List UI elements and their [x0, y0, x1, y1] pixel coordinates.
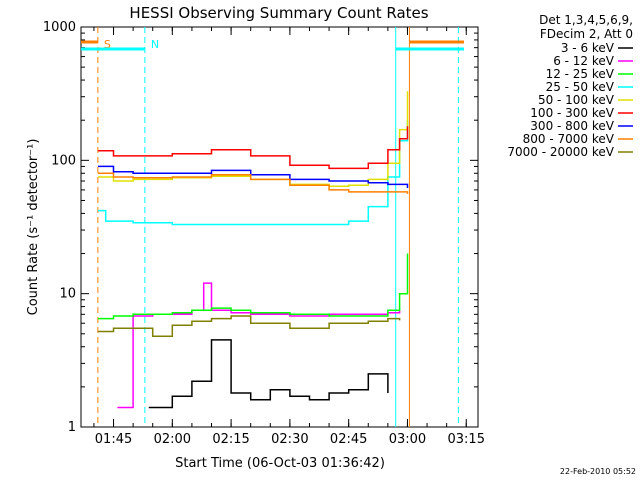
series-layer [97, 91, 409, 409]
x-tick-label: 02:45 [330, 432, 367, 447]
series-line [97, 165, 409, 188]
x-tick-label: 03:15 [448, 432, 485, 447]
x-tick-label: 02:15 [212, 432, 249, 447]
y-tick-label: 10 [59, 287, 76, 302]
y-ticks: 1 10 100 1000 [43, 20, 478, 435]
legend: Det 1,3,4,5,6,9, FDecim 2, Att 0 3 - 6 k… [507, 13, 633, 159]
series-line [97, 315, 401, 337]
legend-entry-label: 3 - 6 keV [561, 41, 615, 55]
series-line [97, 172, 409, 194]
legend-entry-label: 6 - 12 keV [553, 54, 615, 68]
y-tick-label: 1 [68, 420, 76, 435]
x-tick-label: 03:00 [389, 432, 426, 447]
series-line [148, 339, 389, 409]
y-tick-label: 1000 [43, 20, 76, 35]
chart-title: HESSI Observing Summary Count Rates [129, 4, 428, 22]
legend-entry-label: 50 - 100 keV [538, 93, 615, 107]
x-ticks: 01:45 02:00 02:15 02:30 02:45 03:00 03:15 [93, 27, 485, 447]
series-line [97, 91, 409, 187]
x-tick-label: 01:45 [95, 432, 132, 447]
marker-label: S [104, 38, 111, 51]
legend-entry-label: 100 - 300 keV [530, 106, 614, 120]
legend-entry-label: 300 - 800 keV [530, 119, 614, 133]
y-minor-ticks [81, 32, 478, 388]
x-axis-label: Start Time (06-Oct-03 01:36:42) [175, 456, 385, 471]
legend-entry-label: 7000 - 20000 keV [507, 145, 614, 159]
series-line [97, 126, 409, 170]
legend-entry-label: 800 - 7000 keV [523, 132, 615, 146]
marker-label: N [151, 38, 159, 51]
series-line [117, 282, 401, 409]
x-tick-label: 02:30 [271, 432, 308, 447]
legend-entry-label: 25 - 50 keV [546, 80, 615, 94]
legend-header-line-2: FDecim 2, Att 0 [540, 27, 633, 41]
x-tick-label: 02:00 [154, 432, 191, 447]
footer-date: 22-Feb-2010 05:52 [560, 467, 636, 476]
y-tick-label: 100 [51, 153, 76, 168]
series-line [97, 120, 409, 226]
legend-header-line-1: Det 1,3,4,5,6,9, [539, 13, 633, 27]
y-axis-label: Count Rate (s⁻¹ detector⁻¹) [26, 139, 41, 316]
series-line [97, 253, 409, 320]
legend-entry-label: 12 - 25 keV [546, 67, 615, 81]
plot-frame [80, 26, 479, 428]
